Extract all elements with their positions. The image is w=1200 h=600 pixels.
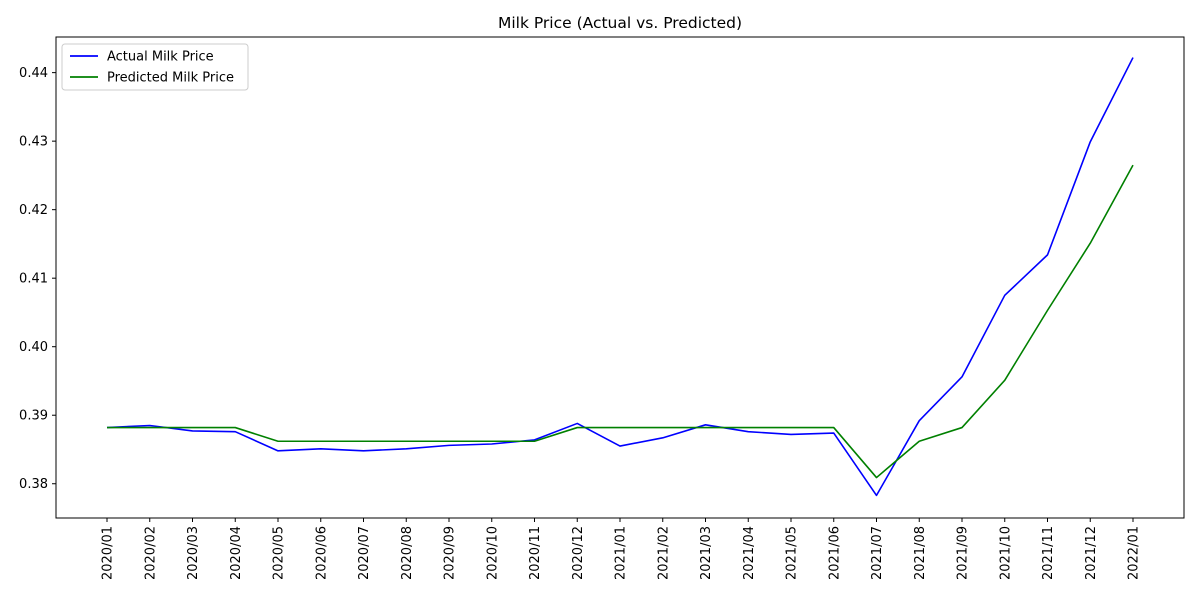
x-tick-label: 2020/03 [186, 526, 201, 580]
x-tick-label: 2020/01 [101, 526, 116, 580]
y-tick-label: 0.44 [19, 66, 48, 81]
y-tick-label: 0.42 [19, 203, 48, 218]
x-tick-label: 2021/11 [1041, 526, 1056, 580]
x-tick-label: 2021/05 [785, 526, 800, 580]
x-tick-label: 2021/03 [699, 526, 714, 580]
plot-area: 0.38 0.39 0.40 0.41 0.42 0.43 0.44 2020/01 2020/… [19, 36, 1185, 580]
y-tick-label: 0.38 [19, 477, 48, 492]
x-tick-label: 2020/06 [314, 526, 329, 580]
x-tick-label: 2020/07 [357, 526, 372, 580]
x-tick-label: 2021/12 [1084, 526, 1099, 580]
legend-label-predicted: Predicted Milk Price [107, 71, 234, 86]
x-tick-label: 2020/09 [443, 526, 458, 580]
series-line-predicted [107, 164, 1134, 479]
x-tick-label: 2020/10 [485, 526, 500, 580]
x-tick-label: 2021/10 [998, 526, 1013, 580]
x-tick-label: 2021/06 [827, 526, 842, 580]
x-tick-label: 2021/07 [870, 526, 885, 580]
x-tick-label: 2020/04 [229, 526, 244, 580]
legend-label-actual: Actual Milk Price [107, 50, 214, 65]
y-tick-label: 0.43 [19, 135, 48, 150]
x-tick-label: 2020/08 [400, 526, 415, 580]
legend: Actual Milk Price Predicted Milk Price [61, 43, 249, 91]
y-tick-label: 0.40 [19, 340, 48, 355]
x-tick-label: 2020/12 [571, 526, 586, 580]
legend-box [61, 43, 249, 91]
x-tick-label: 2022/01 [1127, 526, 1142, 580]
x-tick-label: 2020/05 [272, 526, 287, 580]
y-tick-label: 0.39 [19, 409, 48, 424]
x-tick-label: 2021/04 [742, 526, 757, 580]
x-tick-label: 2021/09 [956, 526, 971, 580]
x-tick-label: 2021/02 [656, 526, 671, 580]
x-tick-label: 2021/08 [913, 526, 928, 580]
x-tick-label: 2020/02 [143, 526, 158, 580]
x-tick-label: 2021/01 [614, 526, 629, 580]
x-tick-label: 2020/11 [528, 526, 543, 580]
y-tick-label: 0.41 [19, 272, 48, 287]
series-line-actual [106, 57, 1134, 497]
chart-title: Milk Price (Actual vs. Predicted) [498, 14, 742, 32]
